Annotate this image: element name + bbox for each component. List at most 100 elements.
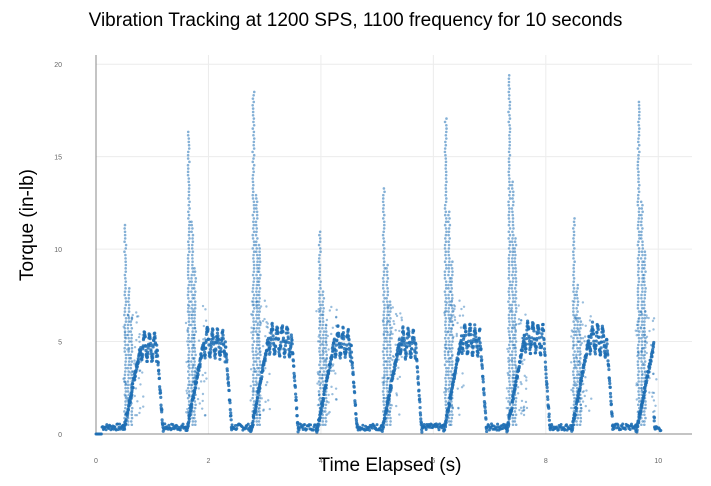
data-point xyxy=(256,277,259,280)
data-point xyxy=(444,170,448,174)
data-point xyxy=(290,338,294,342)
data-point xyxy=(321,349,324,352)
data-point xyxy=(254,320,258,323)
data-point xyxy=(548,423,552,428)
data-point xyxy=(188,373,191,377)
data-point xyxy=(186,326,190,330)
data-point xyxy=(648,391,651,394)
data-point xyxy=(321,342,324,345)
data-point xyxy=(124,283,127,287)
data-point xyxy=(636,287,640,290)
data-point xyxy=(124,400,127,403)
data-point xyxy=(382,237,385,240)
data-point xyxy=(271,337,275,341)
data-point xyxy=(187,413,191,417)
data-point xyxy=(334,352,338,356)
data-point xyxy=(443,247,447,250)
data-point xyxy=(511,297,515,300)
data-point xyxy=(460,334,463,338)
data-point xyxy=(637,217,641,220)
data-point xyxy=(191,227,194,230)
data-point xyxy=(637,406,641,410)
data-point xyxy=(655,378,658,381)
data-point xyxy=(171,423,175,427)
data-point xyxy=(191,293,194,297)
data-point xyxy=(556,428,560,432)
data-point xyxy=(643,407,646,410)
data-point xyxy=(610,411,614,416)
data-point xyxy=(385,273,389,277)
data-point xyxy=(448,217,451,220)
data-point xyxy=(214,348,218,352)
data-point xyxy=(190,403,194,407)
data-point xyxy=(544,368,548,372)
data-point xyxy=(361,423,365,427)
data-point xyxy=(589,315,592,318)
data-point xyxy=(651,395,654,398)
data-point xyxy=(331,345,335,349)
data-point xyxy=(123,423,127,427)
data-point xyxy=(292,374,297,378)
data-point xyxy=(637,420,641,423)
data-point xyxy=(135,338,138,342)
data-point xyxy=(350,361,354,365)
data-point xyxy=(253,370,257,373)
data-point xyxy=(447,313,450,317)
data-point xyxy=(388,413,391,417)
data-point xyxy=(572,300,576,303)
data-point xyxy=(543,350,547,354)
data-point xyxy=(258,306,261,310)
data-point xyxy=(186,150,190,154)
data-point xyxy=(651,319,655,323)
data-point xyxy=(643,360,647,363)
data-point xyxy=(193,360,196,363)
data-point xyxy=(321,403,325,407)
data-point xyxy=(445,366,448,370)
data-point xyxy=(127,403,130,407)
data-point xyxy=(447,210,451,214)
data-point xyxy=(512,373,516,376)
data-point xyxy=(252,133,255,137)
data-point xyxy=(444,416,448,420)
data-point xyxy=(127,409,131,412)
data-point xyxy=(510,330,514,333)
data-point xyxy=(283,348,287,352)
data-point xyxy=(458,314,462,317)
data-point xyxy=(571,390,575,393)
data-point xyxy=(250,331,253,334)
data-point xyxy=(287,341,291,345)
data-point xyxy=(637,356,641,360)
data-point xyxy=(318,350,321,353)
data-point xyxy=(192,343,196,347)
data-point xyxy=(647,372,650,375)
data-point xyxy=(334,343,339,347)
data-point xyxy=(256,322,260,325)
data-point xyxy=(124,260,127,263)
data-point xyxy=(508,117,512,120)
data-point xyxy=(402,338,406,342)
data-point xyxy=(580,397,583,400)
data-point xyxy=(573,363,577,367)
data-point xyxy=(293,385,297,389)
data-point xyxy=(261,319,265,323)
data-point xyxy=(193,273,196,277)
data-point xyxy=(514,329,517,332)
data-point xyxy=(252,143,255,147)
data-point xyxy=(255,230,258,234)
data-point xyxy=(450,315,454,318)
data-point xyxy=(507,287,511,290)
data-point xyxy=(157,376,162,380)
data-point xyxy=(258,287,262,290)
data-point xyxy=(511,280,515,283)
data-point xyxy=(444,320,447,323)
data-point xyxy=(639,399,643,402)
data-point xyxy=(383,267,387,270)
data-point xyxy=(636,293,640,297)
data-point xyxy=(251,420,255,423)
data-point xyxy=(643,283,646,287)
data-point xyxy=(127,393,131,397)
data-point xyxy=(388,393,391,397)
data-point xyxy=(193,333,196,337)
data-point xyxy=(464,330,468,334)
data-point xyxy=(640,250,644,254)
